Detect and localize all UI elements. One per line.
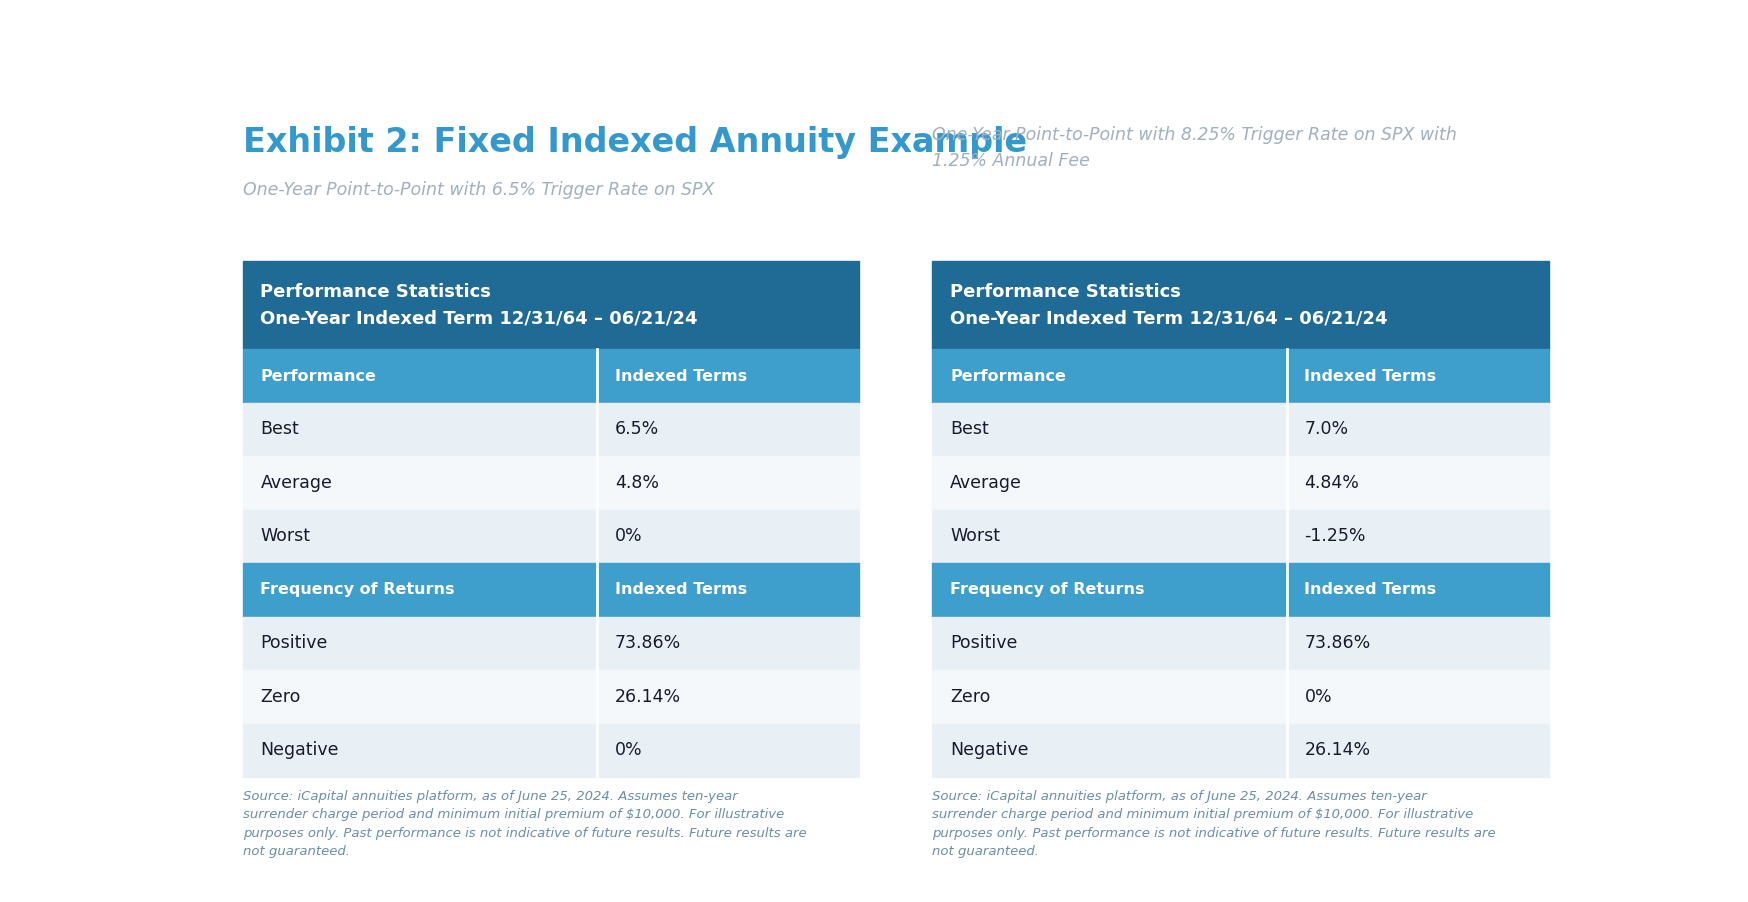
Bar	[932, 563, 1549, 617]
Text: Indexed Terms: Indexed Terms	[615, 583, 746, 597]
Text: 73.86%: 73.86%	[1304, 634, 1370, 652]
Bar	[932, 349, 1549, 403]
Text: Positive: Positive	[951, 634, 1017, 652]
Bar	[243, 563, 860, 617]
Bar	[243, 349, 860, 403]
Text: Average: Average	[951, 474, 1023, 492]
Text: Frequency of Returns: Frequency of Returns	[951, 583, 1145, 597]
Text: One-Year Point-to-Point with 8.25% Trigger Rate on SPX with
1.25% Annual Fee: One-Year Point-to-Point with 8.25% Trigg…	[932, 125, 1458, 170]
Bar	[932, 261, 1549, 349]
Bar	[932, 617, 1549, 670]
Bar	[243, 261, 860, 349]
Text: Zero: Zero	[951, 688, 991, 706]
Text: 6.5%: 6.5%	[615, 420, 659, 438]
Bar	[243, 723, 860, 778]
Text: 4.8%: 4.8%	[615, 474, 659, 492]
Text: 0%: 0%	[1304, 688, 1332, 706]
Text: Best: Best	[260, 420, 299, 438]
Text: 26.14%: 26.14%	[615, 688, 682, 706]
Text: Best: Best	[951, 420, 989, 438]
Text: Positive: Positive	[260, 634, 329, 652]
Text: Performance: Performance	[951, 369, 1066, 383]
Bar	[932, 403, 1549, 456]
Text: Indexed Terms: Indexed Terms	[1304, 369, 1437, 383]
Text: Negative: Negative	[951, 741, 1028, 759]
Text: Performance: Performance	[260, 369, 376, 383]
Text: 0%: 0%	[615, 528, 643, 546]
Text: Average: Average	[260, 474, 332, 492]
Text: Source: iCapital annuities platform, as of June 25, 2024. Assumes ten-year
surre: Source: iCapital annuities platform, as …	[243, 789, 806, 858]
Text: Zero: Zero	[260, 688, 301, 706]
Text: 7.0%: 7.0%	[1304, 420, 1349, 438]
Text: One-Year Indexed Term 12/31/64 – 06/21/24: One-Year Indexed Term 12/31/64 – 06/21/2…	[951, 309, 1388, 327]
Text: Worst: Worst	[260, 528, 311, 546]
Bar	[932, 456, 1549, 510]
Text: One-Year Point-to-Point with 6.5% Trigger Rate on SPX: One-Year Point-to-Point with 6.5% Trigge…	[243, 181, 715, 199]
Bar	[932, 670, 1549, 723]
Bar	[243, 403, 860, 456]
Bar	[243, 670, 860, 723]
Text: 4.84%: 4.84%	[1304, 474, 1360, 492]
Text: Indexed Terms: Indexed Terms	[615, 369, 746, 383]
Text: Exhibit 2: Fixed Indexed Annuity Example: Exhibit 2: Fixed Indexed Annuity Example	[243, 125, 1028, 159]
Text: 26.14%: 26.14%	[1304, 741, 1370, 759]
Bar	[243, 617, 860, 670]
Bar	[243, 510, 860, 563]
Text: Negative: Negative	[260, 741, 339, 759]
Text: Frequency of Returns: Frequency of Returns	[260, 583, 454, 597]
Bar	[932, 723, 1549, 778]
Text: One-Year Indexed Term 12/31/64 – 06/21/24: One-Year Indexed Term 12/31/64 – 06/21/2…	[260, 309, 697, 327]
Bar	[932, 510, 1549, 563]
Text: -1.25%: -1.25%	[1304, 528, 1365, 546]
Bar	[243, 456, 860, 510]
Text: Source: iCapital annuities platform, as of June 25, 2024. Assumes ten-year
surre: Source: iCapital annuities platform, as …	[932, 789, 1496, 858]
Text: Performance Statistics: Performance Statistics	[260, 283, 491, 301]
Text: 0%: 0%	[615, 741, 643, 759]
Text: Worst: Worst	[951, 528, 1000, 546]
Text: Indexed Terms: Indexed Terms	[1304, 583, 1437, 597]
Text: 73.86%: 73.86%	[615, 634, 682, 652]
Text: Performance Statistics: Performance Statistics	[951, 283, 1182, 301]
